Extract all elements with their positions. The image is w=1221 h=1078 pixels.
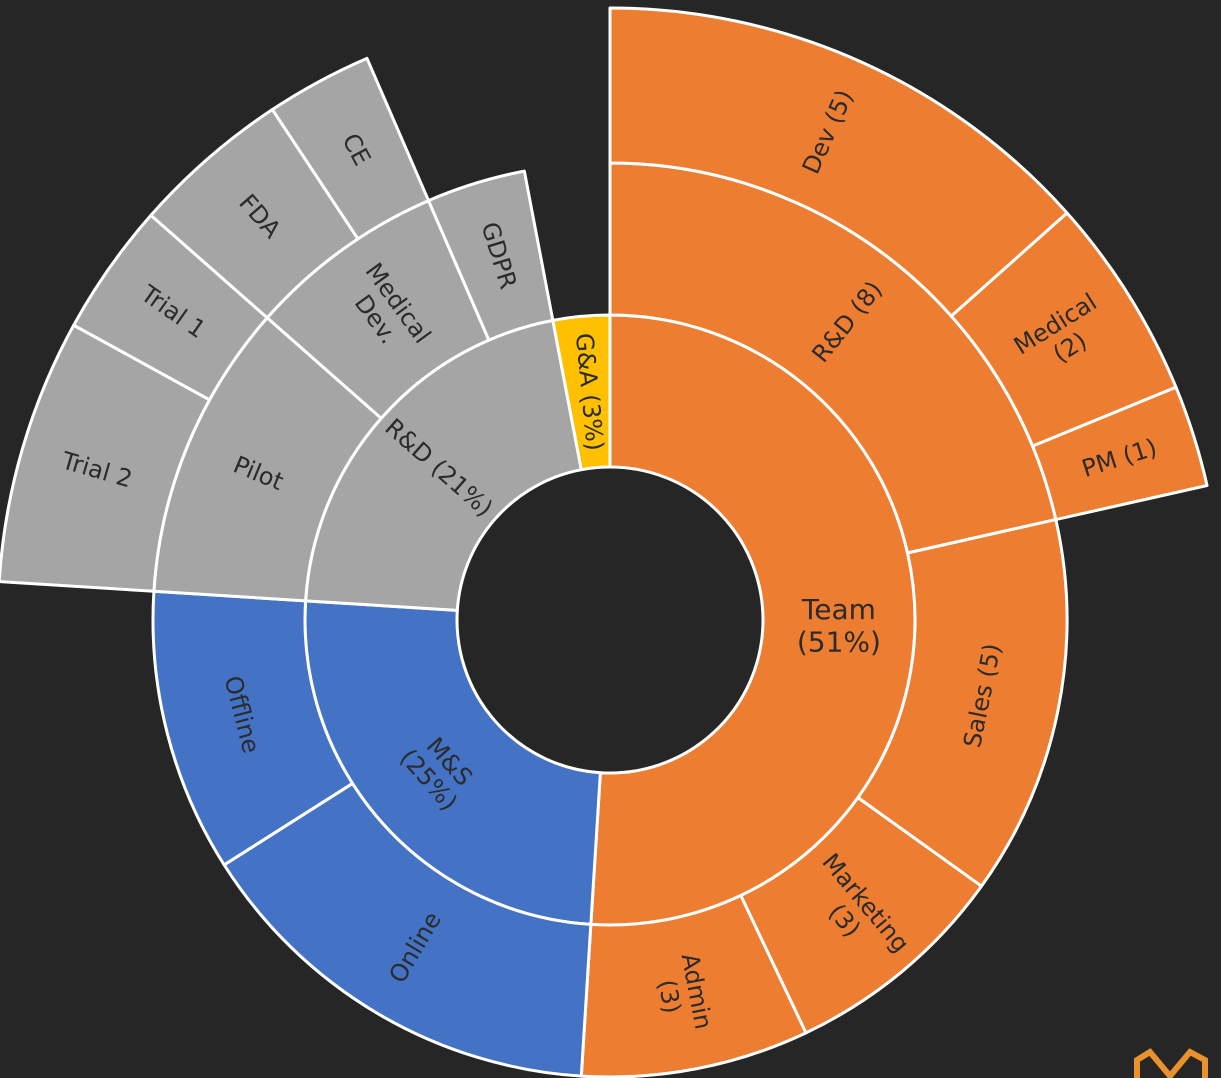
sunburst-segment [222, 781, 593, 1078]
sunburst-segment [551, 313, 612, 472]
segment-label-line: (51%) [797, 625, 881, 658]
sunburst-segment [270, 56, 431, 241]
sunburst-segment [1031, 385, 1209, 522]
segment-label: Team (51%) [797, 593, 881, 658]
segments [0, 6, 1209, 1078]
sunburst-segment [427, 169, 555, 342]
logo [1134, 1048, 1208, 1078]
segment-label-line: Team [801, 593, 876, 626]
segment-label-line: (3) [652, 977, 686, 1016]
